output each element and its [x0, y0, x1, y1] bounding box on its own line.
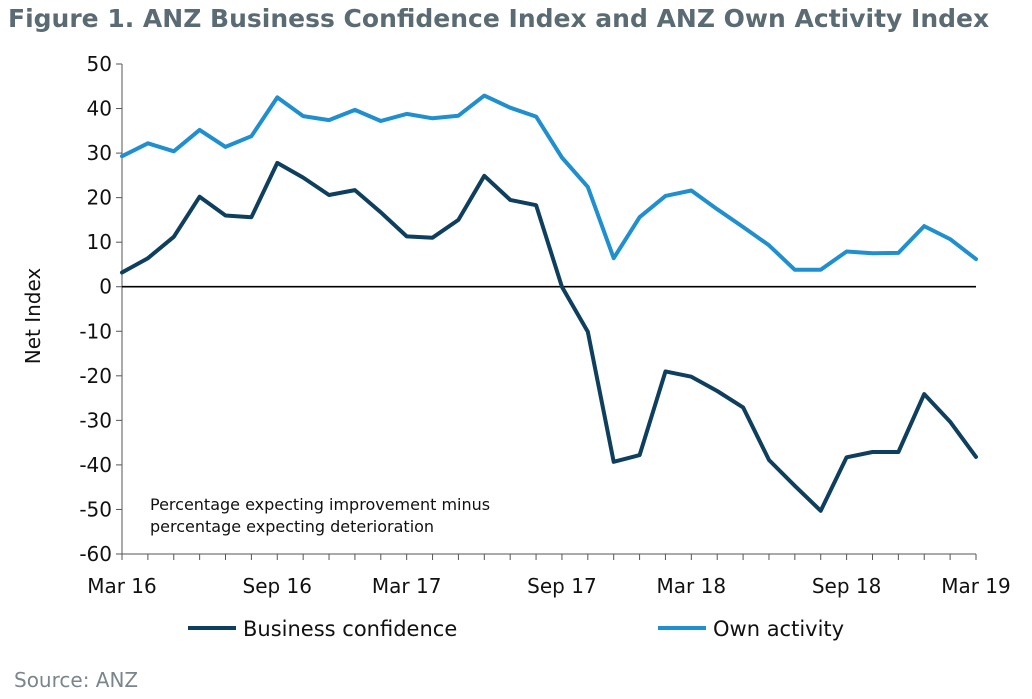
- y-tick-label: 10: [87, 230, 112, 254]
- series-layer: [120, 93, 978, 513]
- chart-legend: Business confidence Own activity: [188, 617, 844, 641]
- annotation-line: Percentage expecting improvement minus: [150, 495, 490, 514]
- y-tick-label: -10: [79, 319, 112, 343]
- x-tick-label: Mar 17: [372, 574, 442, 598]
- y-axis-ticks: 50 40 30 20 10 0 -10 -20 -30 -40 -50 -60: [79, 52, 122, 566]
- y-axis-label: Net Index: [21, 268, 45, 365]
- chart-axes: [121, 64, 976, 555]
- y-tick-label: -20: [79, 364, 112, 388]
- chart-annotation: Percentage expecting improvement minus pe…: [150, 495, 490, 536]
- x-tick-label: Mar 18: [657, 574, 727, 598]
- x-tick-label: Mar 16: [87, 574, 157, 598]
- x-axis-ticks: Mar 16 Sep 16 Mar 17 Sep 17 Mar 18 Sep 18 Mar …: [87, 554, 1011, 598]
- source-note: Source: ANZ: [14, 668, 139, 692]
- series-line-own-activity: [120, 93, 978, 272]
- y-tick-label: 0: [99, 275, 112, 299]
- x-tick-label: Sep 17: [527, 574, 597, 598]
- y-tick-label: -50: [79, 497, 112, 521]
- x-tick-label: Sep 16: [243, 574, 313, 598]
- y-tick-label: -60: [79, 542, 112, 566]
- y-axis-label-group: Net Index: [21, 268, 45, 365]
- y-tick-label: -40: [79, 453, 112, 477]
- x-tick-label: Mar 19: [941, 574, 1011, 598]
- figure-title: Figure 1. ANZ Business Confidence Index …: [8, 4, 990, 33]
- series-line-business-confidence: [120, 160, 978, 513]
- y-tick-label: 20: [87, 186, 112, 210]
- y-tick-label: 30: [87, 141, 112, 165]
- y-tick-label: -30: [79, 408, 112, 432]
- x-tick-label: Sep 18: [812, 574, 882, 598]
- y-tick-label: 50: [87, 52, 112, 76]
- annotation-line: percentage expecting deterioration: [150, 517, 434, 536]
- legend-label: Business confidence: [243, 617, 457, 641]
- y-tick-label: 40: [87, 97, 112, 121]
- legend-label: Own activity: [713, 617, 844, 641]
